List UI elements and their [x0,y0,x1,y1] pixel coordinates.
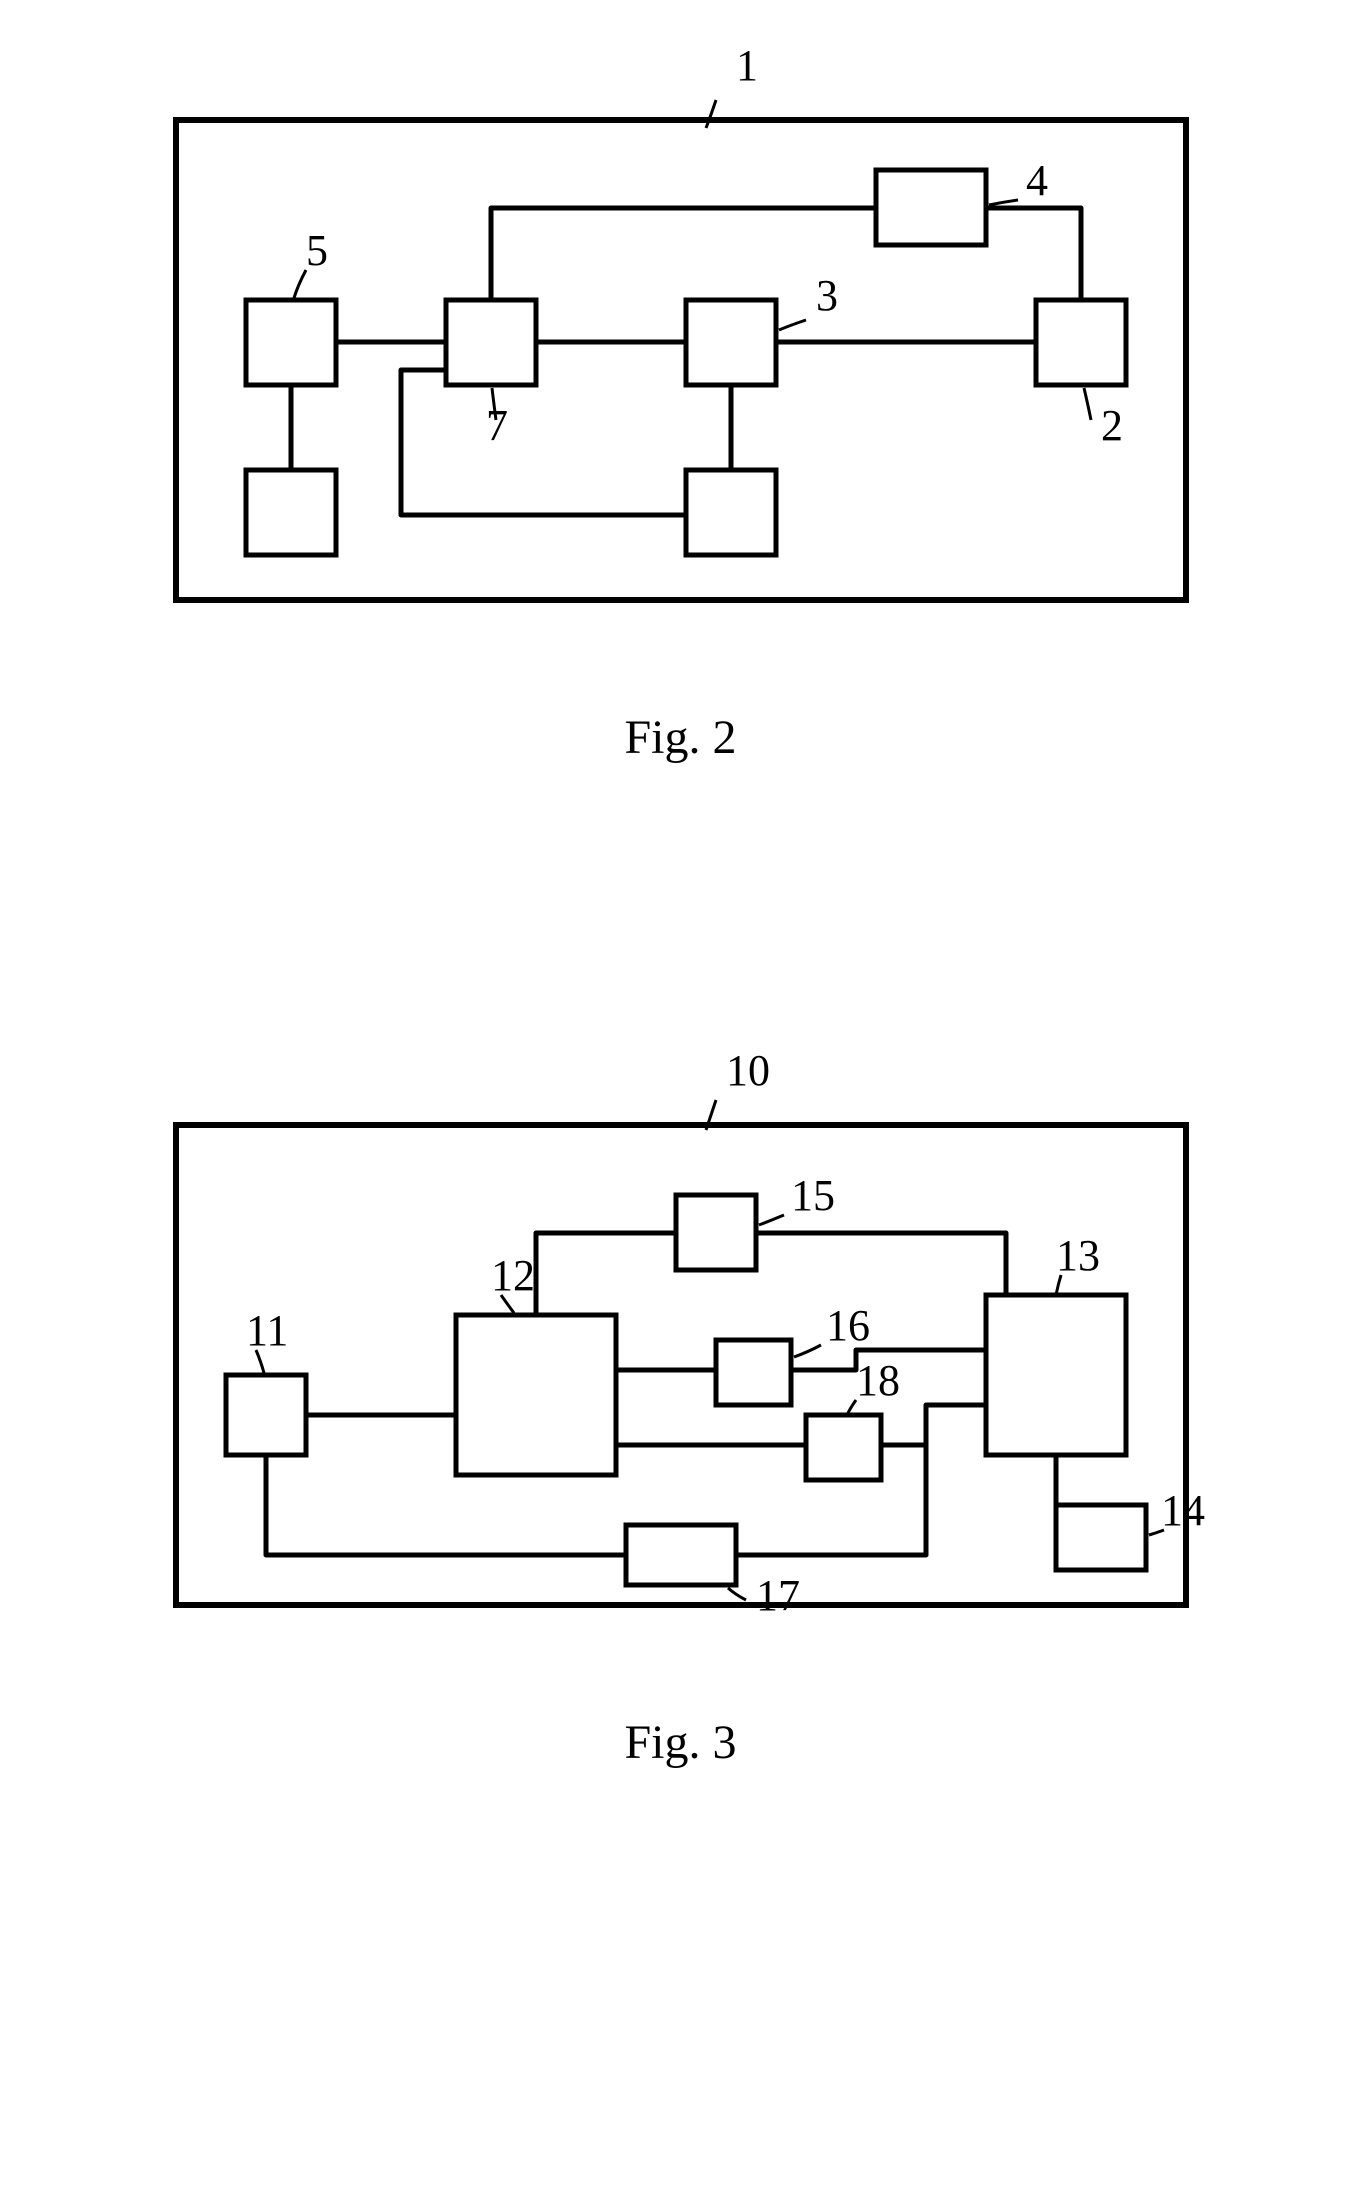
label-l14: 14 [1161,1486,1205,1535]
block-b14 [1056,1505,1146,1570]
block-b4 [876,170,986,245]
label-l15: 15 [791,1171,835,1220]
label-l13: 13 [1056,1231,1100,1280]
label-l12: 12 [491,1251,535,1300]
block-b13 [986,1295,1126,1455]
block-b5 [246,300,336,385]
label-outer: 1 [736,41,758,90]
label-outer: 10 [726,1046,770,1095]
diagram-fig3: 10 11 12 13 14 15 16 17 18 [156,1045,1206,1685]
block-b16 [716,1340,791,1405]
block-b3d [686,470,776,555]
block-b12 [456,1315,616,1475]
label-l18: 18 [856,1356,900,1405]
block-b17 [626,1525,736,1585]
label-l4: 4 [1026,156,1048,205]
label-l2: 2 [1101,401,1123,450]
page: 157342 Fig. 2 101112131415161718 Fig. 3 [40,40,1321,1770]
block-b18 [806,1415,881,1480]
block-b5d [246,470,336,555]
label-l11: 11 [246,1306,288,1355]
block-b11 [226,1375,306,1455]
label-l5: 5 [306,226,328,275]
label-l17: 17 [756,1571,800,1620]
label-l3: 3 [816,271,838,320]
block-b3 [686,300,776,385]
diagram-fig2: 1 5 7 3 4 2 [156,40,1206,680]
block-b15 [676,1195,756,1270]
label-l7: 7 [486,401,508,450]
block-b2 [1036,300,1126,385]
figure-3: 10 11 12 13 14 15 16 17 18 Fig. 3 [40,1045,1321,1770]
label-l16: 16 [826,1301,870,1350]
caption-fig3: Fig. 3 [40,1715,1321,1770]
block-b7 [446,300,536,385]
caption-fig2: Fig. 2 [40,710,1321,765]
figure-2: 1 5 7 3 4 2 Fig. 2 [40,40,1321,765]
